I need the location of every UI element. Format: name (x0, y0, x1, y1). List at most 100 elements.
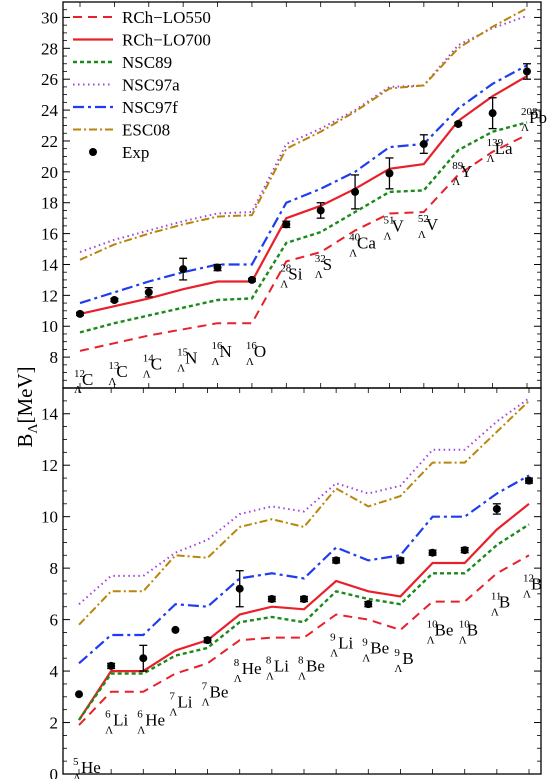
exp-point (488, 109, 497, 118)
y-axis-label-subscript: Λ (26, 423, 41, 434)
y-tick-label: 20 (41, 163, 58, 182)
series-line-ESC08 (79, 7, 528, 261)
legend-label-Exp: Exp (122, 143, 149, 162)
exp-point (144, 288, 153, 297)
y-tick-label: 12 (41, 286, 58, 305)
exp-point (396, 556, 405, 565)
exp-point (179, 265, 188, 274)
exp-point (110, 295, 119, 304)
top-panel: 8 10 12 14 16 18 20 22 24 26 28 30 12 ΛC 13 ΛC 14 ΛC 15 ΛN 1… (41, 1, 547, 396)
nucleus-label: 7 ΛBe (202, 680, 229, 708)
y-tick-label: 0 (50, 765, 59, 779)
y-tick-label: 2 (50, 714, 59, 733)
series-line-NSC89 (79, 121, 528, 334)
y-tick-label: 12 (41, 456, 58, 475)
legend-label-RChLO700: RCh−LO700 (122, 31, 211, 50)
series-line-NSC97a (78, 397, 530, 605)
y-tick-label: 18 (41, 194, 58, 213)
y-axis-label: BΛ[MeV] (13, 366, 41, 447)
legend-swatch-Exp (89, 148, 97, 156)
nucleus-label: 28 ΛSi (280, 262, 302, 290)
exp-point (385, 169, 394, 178)
plot-frame (62, 387, 542, 775)
legend-label-NSC97a: NSC97a (122, 76, 180, 95)
y-tick-label: 10 (41, 317, 58, 336)
nucleus-label: 89 ΛY (452, 160, 472, 188)
nucleus-label: 208 ΛPb (521, 106, 547, 134)
series-line-NSC97a (79, 14, 528, 254)
exp-point (282, 220, 291, 229)
y-tick-label: 22 (41, 132, 58, 151)
nucleus-label: 13 ΛC (108, 360, 127, 388)
series-line-NSC97f (78, 474, 530, 665)
exp-point (75, 690, 83, 699)
nucleus-label: 10 ΛBe (427, 619, 454, 647)
nucleus-label: 11 ΛB (491, 590, 510, 618)
exp-point (460, 546, 469, 555)
legend-label-RChLO550: RCh−LO550 (122, 8, 211, 27)
exp-point (213, 263, 222, 272)
y-tick-label: 4 (50, 662, 59, 681)
y-tick-label: 26 (41, 70, 58, 89)
exp-point (247, 275, 256, 284)
y-tick-label: 6 (50, 611, 59, 630)
nucleus-label: 52 ΛV (418, 213, 439, 241)
legend-label-ESC08: ESC08 (122, 121, 170, 140)
nucleus-label: 7 ΛLi (169, 691, 192, 719)
nucleus-label: 51 ΛV (383, 215, 404, 243)
exp-point (364, 600, 373, 609)
nucleus-label: 40 ΛCa (349, 232, 376, 260)
series-line-NSC89 (78, 523, 530, 721)
y-tick-label: 10 (41, 508, 58, 527)
series-line-RChLO700 (79, 75, 528, 315)
legend: RCh−LO550 RCh−LO700 NSC89 NSC97a NSC97f ESC08… (73, 8, 211, 162)
nucleus-label: 32 ΛS (315, 253, 332, 281)
nucleus-label: 15 ΛN (177, 346, 197, 374)
exp-point (139, 654, 148, 663)
nucleus-label: 9 ΛB (394, 647, 413, 675)
exp-point (419, 140, 428, 149)
exp-point (351, 187, 360, 196)
series-line-NSC97f (79, 64, 528, 305)
y-tick-label: 14 (41, 255, 59, 274)
exp-point (428, 548, 437, 557)
y-tick-label: 14 (41, 405, 59, 424)
nucleus-label: 6 ΛHe (137, 709, 165, 737)
nucleus-label: 5 ΛHe (73, 756, 101, 779)
exp-point (76, 309, 84, 318)
exp-point (203, 636, 212, 645)
exp-point (300, 595, 308, 604)
nucleus-label: 139 ΛLa (487, 137, 513, 165)
nucleus-label: 9 ΛBe (362, 637, 389, 665)
series-line-RChLO700 (78, 502, 530, 721)
svg-text:BΛ[MeV]: BΛ[MeV] (13, 366, 41, 447)
nucleus-label: 12 ΛC (74, 368, 93, 396)
nucleus-label: 6 ΛLi (105, 709, 128, 737)
y-tick-label: 24 (41, 101, 59, 120)
series-line-RChLO550 (78, 554, 530, 726)
nucleus-label: 16 ΛN (212, 340, 232, 368)
nucleus-label: 9 ΛLi (330, 631, 353, 659)
exp-point (332, 556, 341, 565)
y-tick-label: 30 (41, 8, 58, 27)
nucleus-label: 8 ΛLi (266, 655, 289, 683)
exp-point (525, 476, 533, 485)
exp-point (171, 625, 180, 634)
y-tick-label: 16 (41, 225, 58, 244)
legend-label-NSC97f: NSC97f (122, 98, 178, 117)
nucleus-label: 8 ΛHe (234, 657, 262, 685)
exp-point (267, 595, 276, 604)
y-axis-label-main: B (13, 434, 37, 448)
nucleus-label: 8 ΛBe (298, 655, 325, 683)
exp-point (523, 67, 531, 76)
nucleus-label: 14 ΛC (143, 353, 162, 381)
exp-point (492, 504, 501, 513)
exp-point (107, 661, 116, 670)
nucleus-label: 16 ΛO (246, 340, 266, 368)
exp-point (235, 584, 244, 593)
y-tick-label: 8 (50, 348, 59, 367)
series-line-ESC08 (78, 400, 530, 626)
exp-point (316, 206, 325, 215)
y-tick-label: 8 (50, 559, 59, 578)
